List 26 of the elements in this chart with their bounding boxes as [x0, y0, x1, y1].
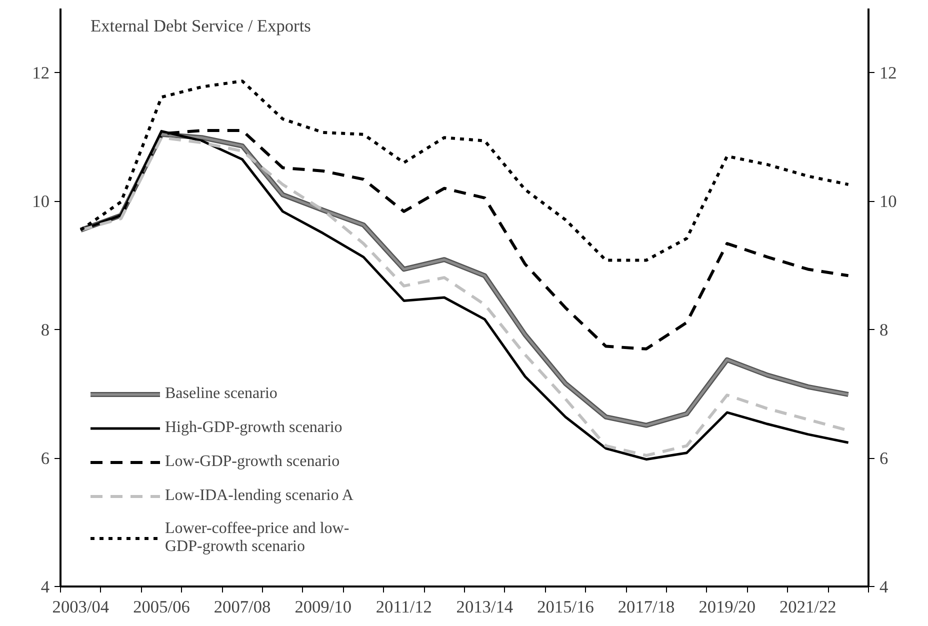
legend-label: Low-IDA-lending scenario A: [165, 487, 354, 505]
y2-tick-label: 4: [880, 578, 888, 596]
x-tick-label: 2017/18: [618, 598, 675, 616]
y2-tick-label: 12: [880, 64, 897, 83]
y-tick-label: 12: [32, 64, 50, 83]
y-tick-label: 6: [40, 449, 50, 468]
x-tick-label: 2019/20: [698, 598, 756, 616]
y2-tick-label: 6: [880, 449, 888, 468]
x-tick-label: 2013/14: [456, 598, 514, 616]
y2-tick-label: 8: [880, 320, 888, 340]
text: External Debt Service / Exports: [90, 16, 312, 36]
legend-label: Low-GDP-growth scenario: [165, 453, 340, 471]
x-tick-label: 2003/04: [52, 598, 110, 616]
legend-label: Lower-coffee-price and low-GDP-growth scenario: [165, 520, 350, 556]
x-tick-label: 2009/10: [294, 598, 352, 616]
y-tick-label: 4: [40, 578, 50, 596]
y-tick-label: 8: [40, 320, 50, 340]
x-tick-label: 2005/06: [133, 598, 190, 616]
x-tick-label: 2011/12: [376, 598, 432, 616]
x-tick-label: 2007/08: [214, 598, 271, 616]
legend-label: Baseline scenario: [165, 385, 278, 403]
x-tick-label: 2015/16: [537, 598, 594, 616]
legend-label: High-GDP-growth scenario: [165, 419, 342, 437]
x-tick-label: 2021/22: [780, 598, 836, 616]
y-tick-label: 10: [32, 192, 50, 212]
y2-tick-label: 10: [880, 192, 897, 212]
